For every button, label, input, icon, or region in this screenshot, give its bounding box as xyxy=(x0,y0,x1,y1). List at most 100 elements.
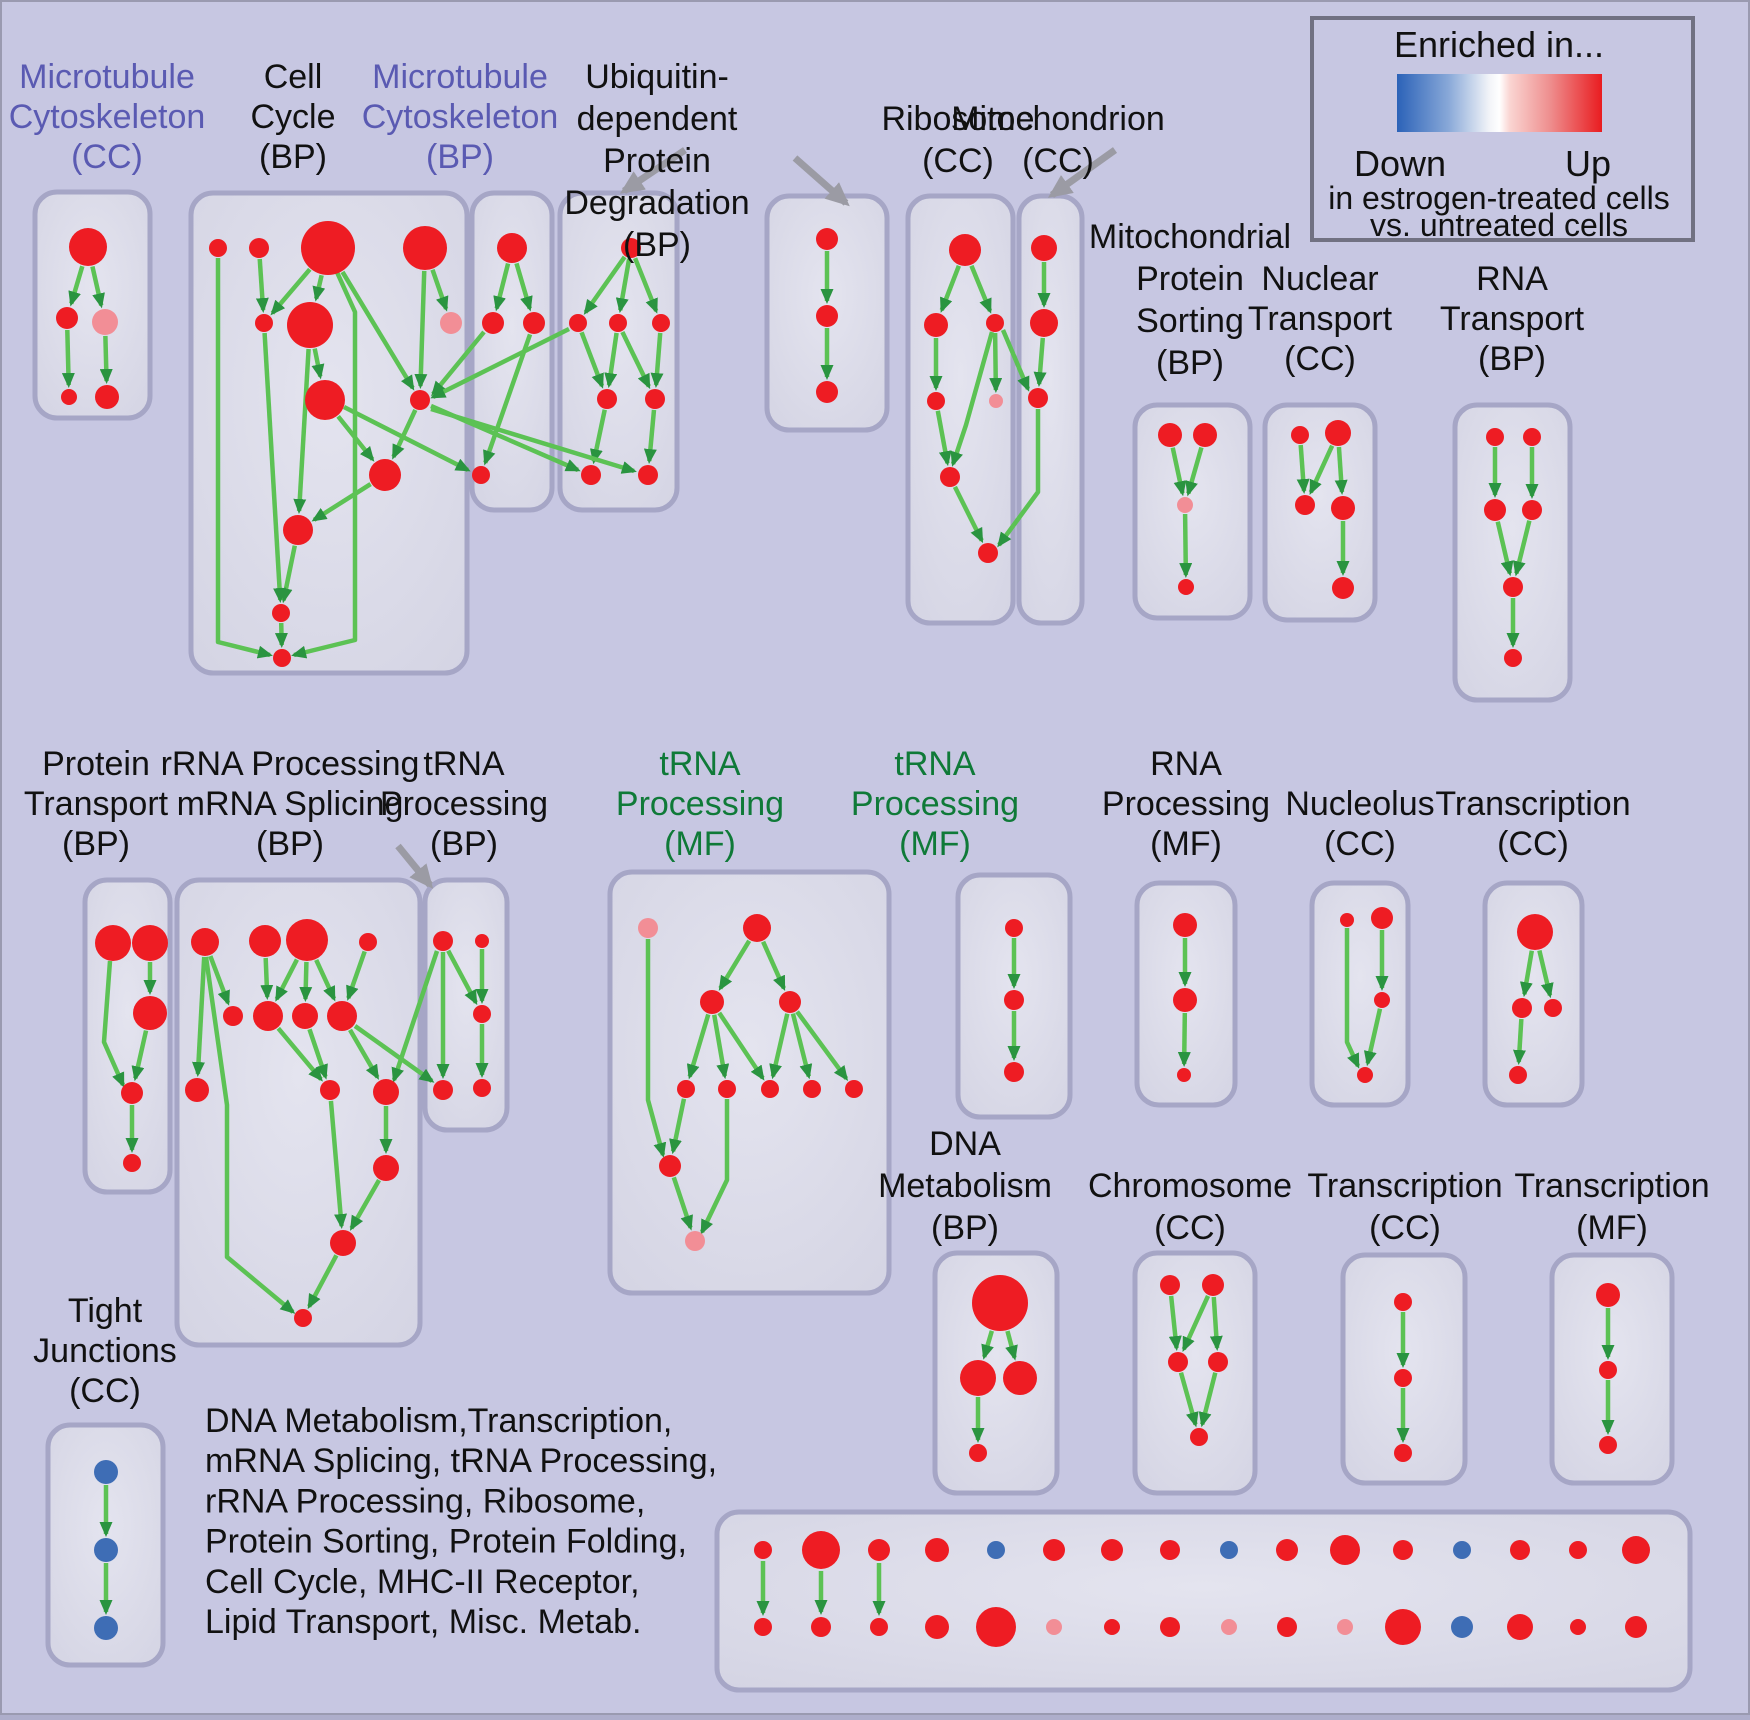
go-term-node-n7 xyxy=(761,1080,779,1098)
go-term-node-c2 xyxy=(482,312,504,334)
go-term-node-a4 xyxy=(61,389,77,405)
edge xyxy=(305,962,306,999)
go-term-node-f3 xyxy=(986,314,1004,332)
strip-node-bottom-14 xyxy=(1507,1614,1533,1640)
go-term-node-j2 xyxy=(1523,428,1541,446)
strip-node-bottom-16 xyxy=(1625,1616,1647,1638)
go-term-node-a1 xyxy=(69,228,107,266)
edge xyxy=(67,330,68,385)
cluster-box-mt-cc xyxy=(35,192,150,418)
go-term-node-k4 xyxy=(121,1082,143,1104)
go-term-node-d5 xyxy=(597,389,617,409)
go-term-node-o2 xyxy=(1004,990,1024,1010)
go-term-node-i5 xyxy=(1332,577,1354,599)
go-term-node-n3 xyxy=(700,990,724,1014)
go-term-node-q1 xyxy=(1340,913,1354,927)
strip-node-top-3 xyxy=(868,1539,890,1561)
cluster-box-chromosome xyxy=(1135,1253,1255,1493)
go-term-node-k5 xyxy=(123,1154,141,1172)
go-term-node-q4 xyxy=(1357,1067,1373,1083)
legend-caption-line2: vs. untreated cells xyxy=(1370,207,1628,243)
go-term-node-m3 xyxy=(473,1005,491,1023)
go-term-node-q3 xyxy=(1374,992,1390,1008)
strip-node-bottom-15 xyxy=(1570,1619,1586,1635)
go-term-node-r1 xyxy=(1517,914,1553,950)
go-term-node-b1 xyxy=(209,239,227,257)
go-term-node-d7 xyxy=(581,465,601,485)
edge xyxy=(1185,514,1186,575)
go-term-node-l14 xyxy=(294,1309,312,1327)
go-term-node-j4 xyxy=(1522,500,1542,520)
go-term-node-i1 xyxy=(1291,426,1309,444)
strip-node-bottom-4 xyxy=(925,1615,949,1639)
go-term-node-t1 xyxy=(1160,1275,1180,1295)
go-term-node-u3 xyxy=(1394,1444,1412,1462)
go-term-node-l8 xyxy=(327,1001,357,1031)
strip-node-bottom-11 xyxy=(1337,1619,1353,1635)
go-term-node-l13 xyxy=(330,1230,356,1256)
go-term-node-b7 xyxy=(440,312,462,334)
go-term-node-p1 xyxy=(1173,913,1197,937)
go-term-node-d4 xyxy=(652,314,670,332)
go-term-node-w1 xyxy=(94,1460,118,1484)
go-term-node-m5 xyxy=(473,1079,491,1097)
go-term-node-b5 xyxy=(255,314,273,332)
go-term-node-t4 xyxy=(1208,1352,1228,1372)
go-term-node-s2 xyxy=(960,1360,996,1396)
strip-node-bottom-6 xyxy=(1046,1619,1062,1635)
strip-node-top-1 xyxy=(754,1541,772,1559)
go-term-node-l2 xyxy=(249,925,281,957)
go-term-node-g3 xyxy=(1028,388,1048,408)
go-term-node-n1 xyxy=(638,918,658,938)
edge xyxy=(1184,1013,1185,1064)
strip-node-bottom-5 xyxy=(976,1607,1016,1647)
go-term-node-b13 xyxy=(273,649,291,667)
go-term-node-j1 xyxy=(1486,428,1504,446)
go-term-node-p3 xyxy=(1177,1068,1191,1082)
go-term-node-g1 xyxy=(1031,235,1057,261)
go-term-node-j5 xyxy=(1503,577,1523,597)
go-term-node-d3 xyxy=(609,314,627,332)
go-term-node-l1 xyxy=(191,928,219,956)
strip-node-top-16 xyxy=(1622,1536,1650,1564)
go-term-node-e2 xyxy=(816,305,838,327)
go-term-node-g2 xyxy=(1030,309,1058,337)
go-term-node-o1 xyxy=(1005,919,1023,937)
go-term-node-i3 xyxy=(1295,495,1315,515)
strip-node-top-8 xyxy=(1160,1540,1180,1560)
go-term-node-n5 xyxy=(677,1080,695,1098)
go-term-node-l11 xyxy=(185,1078,209,1102)
go-term-node-b11 xyxy=(283,515,313,545)
go-term-node-h1 xyxy=(1158,423,1182,447)
strip-node-top-13 xyxy=(1453,1541,1471,1559)
strip-node-bottom-9 xyxy=(1221,1619,1237,1635)
go-term-node-k3 xyxy=(133,996,167,1030)
go-term-node-q2 xyxy=(1371,907,1393,929)
strip-node-bottom-2 xyxy=(811,1617,831,1637)
go-term-node-m2 xyxy=(475,934,489,948)
strip-node-top-9 xyxy=(1220,1541,1238,1559)
go-term-node-j3 xyxy=(1484,499,1506,521)
go-term-node-f4 xyxy=(927,392,945,410)
legend-down-label: Down xyxy=(1354,143,1446,184)
go-term-node-r2 xyxy=(1512,998,1532,1018)
strip-node-top-6 xyxy=(1043,1539,1065,1561)
go-term-node-a5 xyxy=(95,385,119,409)
strip-node-top-12 xyxy=(1393,1540,1413,1560)
strip-node-bottom-1 xyxy=(754,1618,772,1636)
go-term-node-t2 xyxy=(1202,1274,1224,1296)
go-term-node-u2 xyxy=(1394,1369,1412,1387)
strip-node-top-15 xyxy=(1569,1541,1587,1559)
go-term-node-l6 xyxy=(253,1001,283,1031)
go-term-node-c3 xyxy=(523,312,545,334)
go-term-node-t3 xyxy=(1168,1352,1188,1372)
go-term-node-l9 xyxy=(320,1080,340,1100)
go-term-node-v2 xyxy=(1599,1361,1617,1379)
go-term-node-e3 xyxy=(816,381,838,403)
cluster-box-mitochondrion xyxy=(1019,196,1082,623)
go-term-node-h4 xyxy=(1178,579,1194,595)
go-term-node-n9 xyxy=(845,1080,863,1098)
